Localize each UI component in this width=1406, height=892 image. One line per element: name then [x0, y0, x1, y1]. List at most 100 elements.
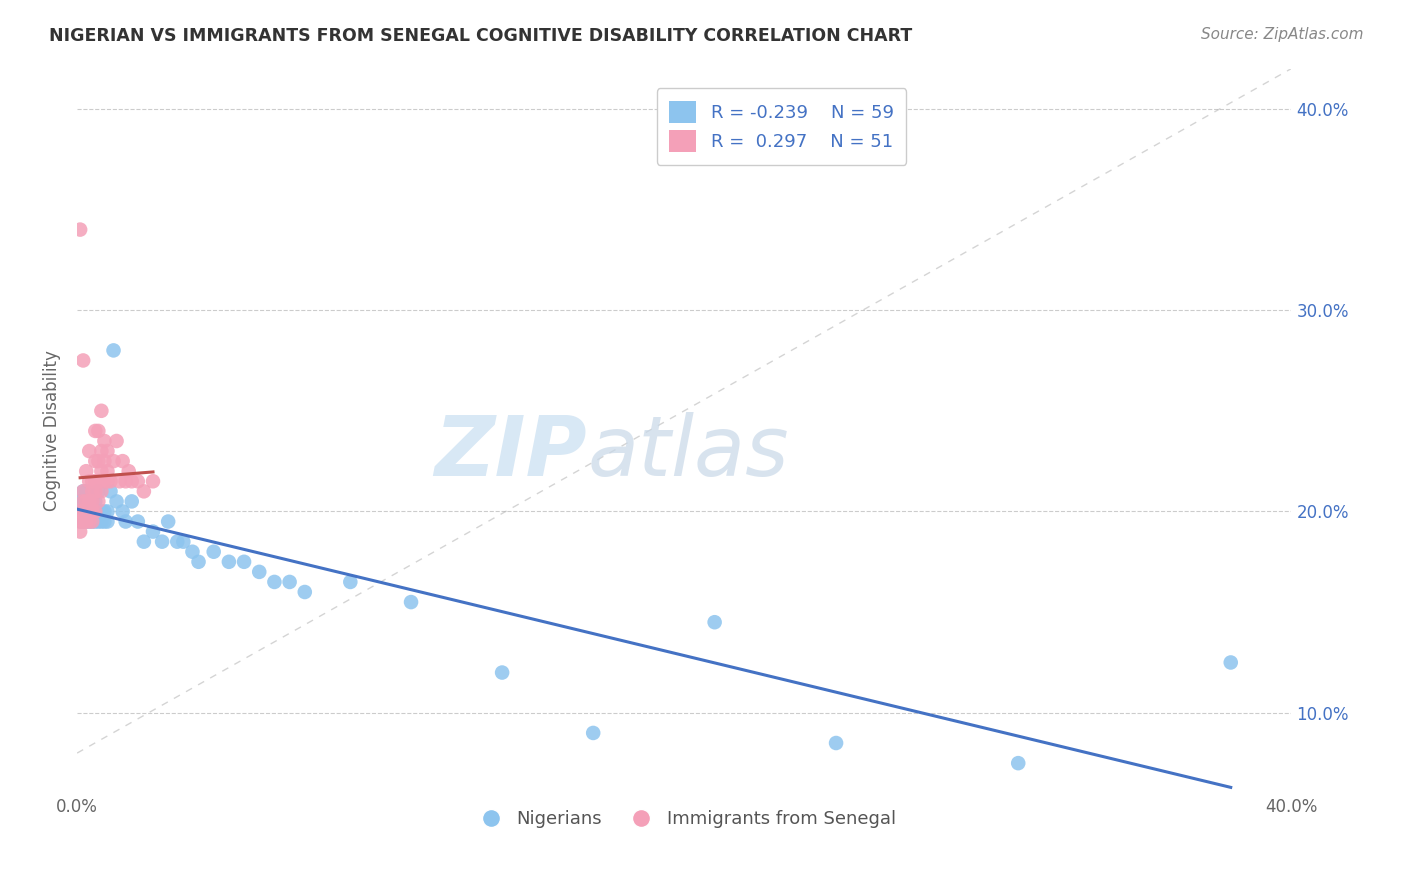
Point: [263, 574, 285, 589]
Point: [96, 475, 118, 489]
Point: [278, 574, 301, 589]
Point: [90, 504, 112, 518]
Point: [142, 475, 165, 489]
Point: [202, 545, 225, 559]
Point: [77, 515, 100, 529]
Point: [82, 494, 104, 508]
Point: [172, 534, 194, 549]
Point: [100, 484, 122, 499]
Point: [181, 545, 204, 559]
Point: [82, 504, 104, 518]
Point: [75, 504, 97, 518]
Point: [69, 515, 91, 529]
Point: [77, 475, 100, 489]
Point: [121, 494, 143, 508]
Point: [84, 454, 107, 468]
Point: [93, 454, 115, 468]
Point: [96, 504, 118, 518]
Point: [582, 726, 605, 740]
Point: [157, 515, 180, 529]
Point: [69, 504, 91, 518]
Point: [87, 494, 110, 508]
Point: [218, 555, 240, 569]
Point: [75, 494, 97, 508]
Point: [114, 515, 136, 529]
Point: [103, 454, 125, 468]
Point: [87, 424, 110, 438]
Point: [84, 475, 107, 489]
Point: [142, 524, 165, 539]
Point: [87, 475, 110, 489]
Point: [100, 475, 122, 489]
Point: [93, 504, 115, 518]
Point: [127, 515, 149, 529]
Legend: Nigerians, Immigrants from Senegal: Nigerians, Immigrants from Senegal: [465, 803, 903, 835]
Point: [75, 484, 97, 499]
Point: [96, 515, 118, 529]
Point: [339, 574, 361, 589]
Point: [84, 494, 107, 508]
Point: [75, 464, 97, 478]
Point: [69, 524, 91, 539]
Point: [93, 475, 115, 489]
Point: [75, 494, 97, 508]
Text: atlas: atlas: [588, 412, 789, 493]
Point: [72, 504, 94, 518]
Text: NIGERIAN VS IMMIGRANTS FROM SENEGAL COGNITIVE DISABILITY CORRELATION CHART: NIGERIAN VS IMMIGRANTS FROM SENEGAL COGN…: [49, 27, 912, 45]
Point: [127, 475, 149, 489]
Point: [90, 484, 112, 499]
Point: [247, 565, 270, 579]
Point: [825, 736, 848, 750]
Point: [72, 484, 94, 499]
Point: [96, 464, 118, 478]
Point: [93, 515, 115, 529]
Point: [75, 515, 97, 529]
Point: [82, 504, 104, 518]
Point: [77, 515, 100, 529]
Point: [87, 504, 110, 518]
Y-axis label: Cognitive Disability: Cognitive Disability: [44, 351, 60, 511]
Point: [77, 494, 100, 508]
Text: ZIP: ZIP: [434, 412, 588, 493]
Point: [84, 424, 107, 438]
Point: [82, 515, 104, 529]
Point: [82, 504, 104, 518]
Point: [82, 484, 104, 499]
Point: [111, 504, 134, 518]
Point: [150, 534, 173, 549]
Point: [75, 515, 97, 529]
Point: [121, 475, 143, 489]
Point: [72, 494, 94, 508]
Point: [491, 665, 513, 680]
Point: [72, 515, 94, 529]
Point: [72, 353, 94, 368]
Point: [77, 494, 100, 508]
Point: [105, 494, 128, 508]
Point: [87, 454, 110, 468]
Point: [703, 615, 725, 630]
Point: [84, 515, 107, 529]
Point: [294, 585, 316, 599]
Point: [84, 484, 107, 499]
Point: [166, 534, 188, 549]
Point: [90, 464, 112, 478]
Point: [84, 504, 107, 518]
Point: [69, 515, 91, 529]
Point: [114, 475, 136, 489]
Point: [82, 475, 104, 489]
Point: [105, 434, 128, 448]
Point: [82, 504, 104, 518]
Point: [132, 484, 155, 499]
Point: [69, 222, 91, 236]
Point: [111, 454, 134, 468]
Point: [69, 504, 91, 518]
Point: [187, 555, 209, 569]
Point: [77, 504, 100, 518]
Point: [103, 343, 125, 358]
Point: [82, 494, 104, 508]
Point: [72, 504, 94, 518]
Point: [87, 515, 110, 529]
Point: [90, 515, 112, 529]
Point: [72, 494, 94, 508]
Text: Source: ZipAtlas.com: Source: ZipAtlas.com: [1201, 27, 1364, 42]
